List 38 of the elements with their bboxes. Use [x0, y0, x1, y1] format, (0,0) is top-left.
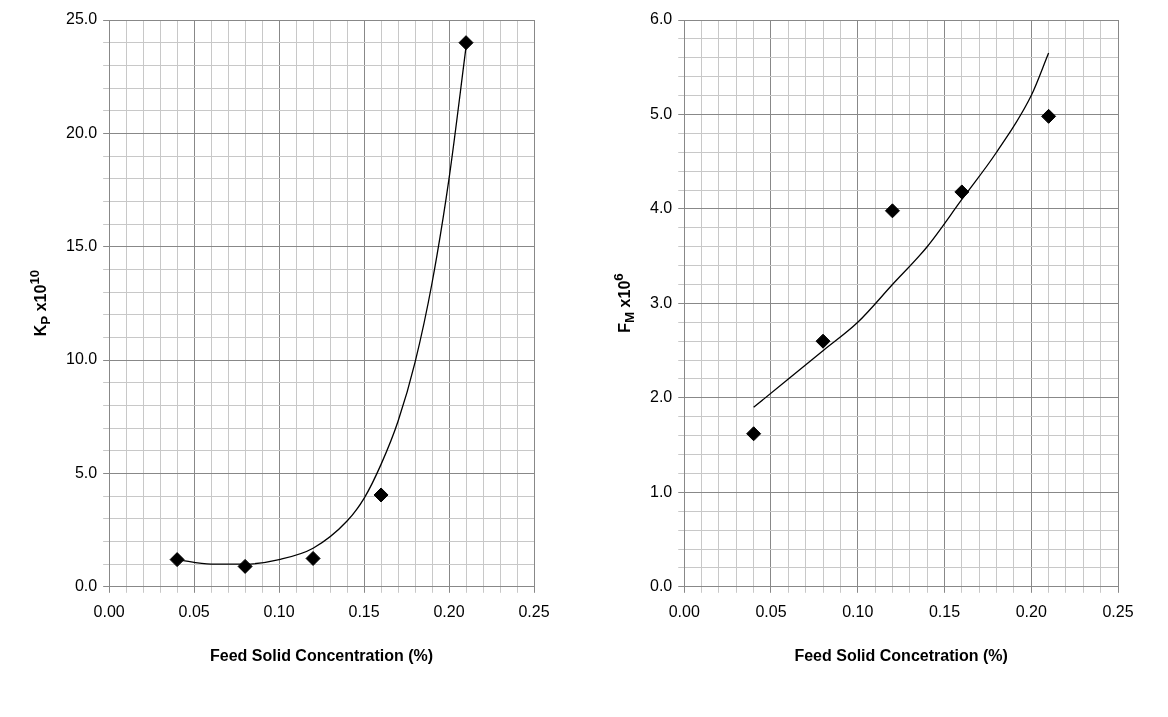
point	[237, 558, 253, 574]
y-tick-label: 1.0	[649, 482, 673, 500]
x-tick-label: 0.20	[1015, 602, 1047, 620]
x-tick-label: 0.25	[1102, 602, 1134, 620]
point	[746, 426, 762, 442]
y-tick-label: 4.0	[649, 199, 673, 217]
point	[954, 184, 970, 200]
y-tick-label: 0.0	[649, 577, 673, 595]
line-series	[752, 52, 1050, 408]
x-tick-label: 0.15	[928, 602, 961, 620]
y-tick-label: 5.0	[74, 463, 98, 481]
point	[458, 35, 474, 51]
x-tick-label: 0.00	[93, 602, 125, 620]
x-tick-label: 0.05	[755, 602, 787, 620]
x-axis-title: Feed Solid Concentration (%)	[210, 646, 434, 665]
x-tick-label: 0.25	[518, 602, 550, 620]
x-tick-label: 0.15	[348, 602, 380, 620]
y-tick-label: 15.0	[66, 237, 98, 255]
point	[1041, 108, 1057, 124]
point	[305, 550, 321, 566]
x-tick-label: 0.05	[178, 602, 210, 620]
x-tick-label: 0.10	[263, 602, 295, 620]
point	[169, 552, 185, 568]
x-tick-label: 0.00	[668, 602, 700, 620]
x-tick-label: 0.20	[433, 602, 465, 620]
y-tick-label: 3.0	[649, 293, 673, 311]
x-axis-title: Feed Solid Concetration (%)	[794, 646, 1008, 665]
y-tick-label: 25.0	[66, 10, 98, 28]
y-tick-label: 2.0	[649, 388, 673, 406]
y-tick-label: 20.0	[66, 123, 98, 141]
point	[373, 487, 389, 503]
y-tick-label: 10.0	[66, 350, 98, 368]
point	[815, 333, 831, 349]
x-tick-label: 0.10	[842, 602, 874, 620]
y-tick-label: 6.0	[649, 10, 673, 28]
y-tick-label: 0.0	[74, 577, 98, 595]
y-tick-label: 5.0	[649, 104, 673, 122]
point	[884, 203, 900, 219]
